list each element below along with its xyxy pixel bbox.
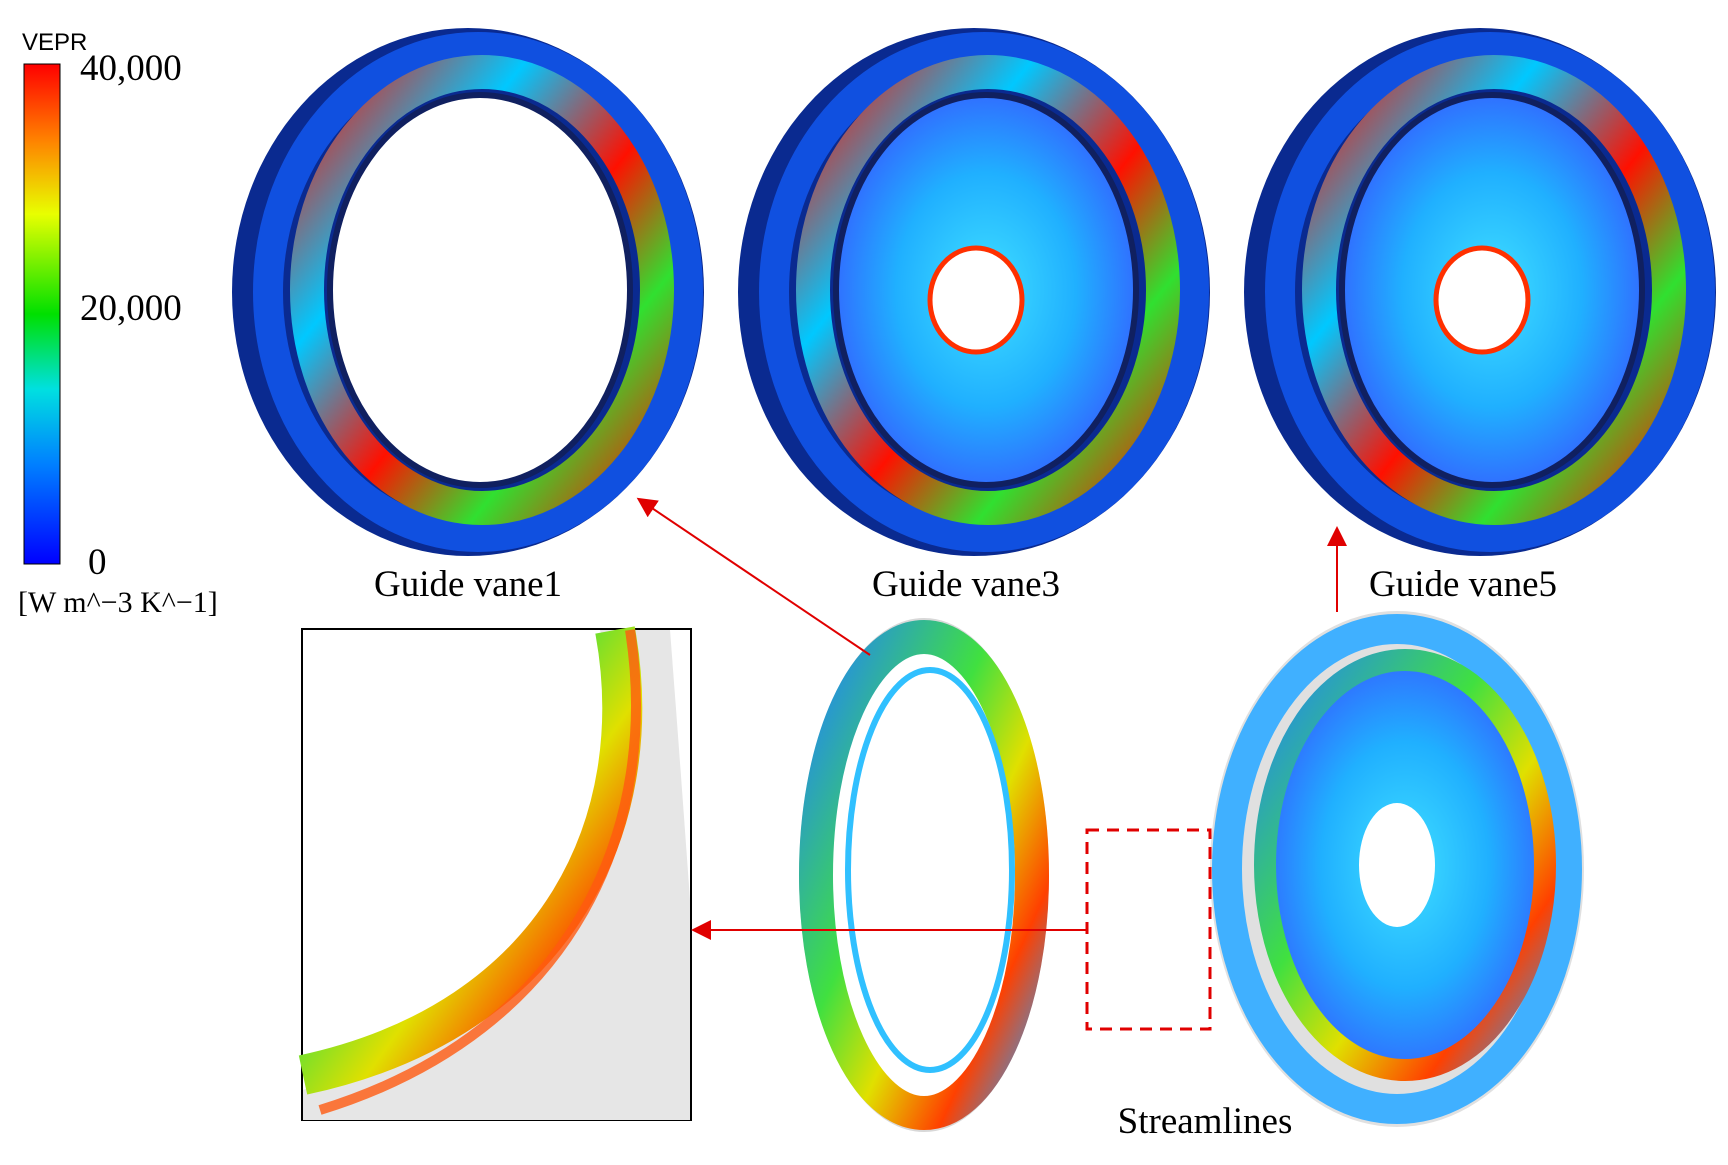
zoom-box [1085, 828, 1212, 1031]
panel-label: Guide vane3 [872, 564, 1060, 605]
guide-vane-5 [1244, 28, 1716, 556]
legend-tick: 20,000 [80, 288, 182, 329]
streamlines-ring [799, 618, 1049, 1132]
panel-label: Guide vane1 [374, 564, 562, 605]
guide-vane-3 [738, 28, 1210, 556]
arrow [636, 497, 871, 656]
streamlines-vane [1210, 611, 1584, 1127]
legend-tick: 0 [88, 542, 107, 583]
legend-tick: 40,000 [80, 48, 182, 89]
color-bar [23, 63, 61, 565]
guide-vane-1 [232, 28, 704, 556]
legend-unit: [W m^−3 K^−1] [18, 586, 218, 619]
streamlines-label: Streamlines [1118, 1101, 1293, 1142]
panel-label: Guide vane5 [1369, 564, 1557, 605]
legend-title: VEPR [22, 29, 87, 56]
inset [298, 626, 692, 1121]
